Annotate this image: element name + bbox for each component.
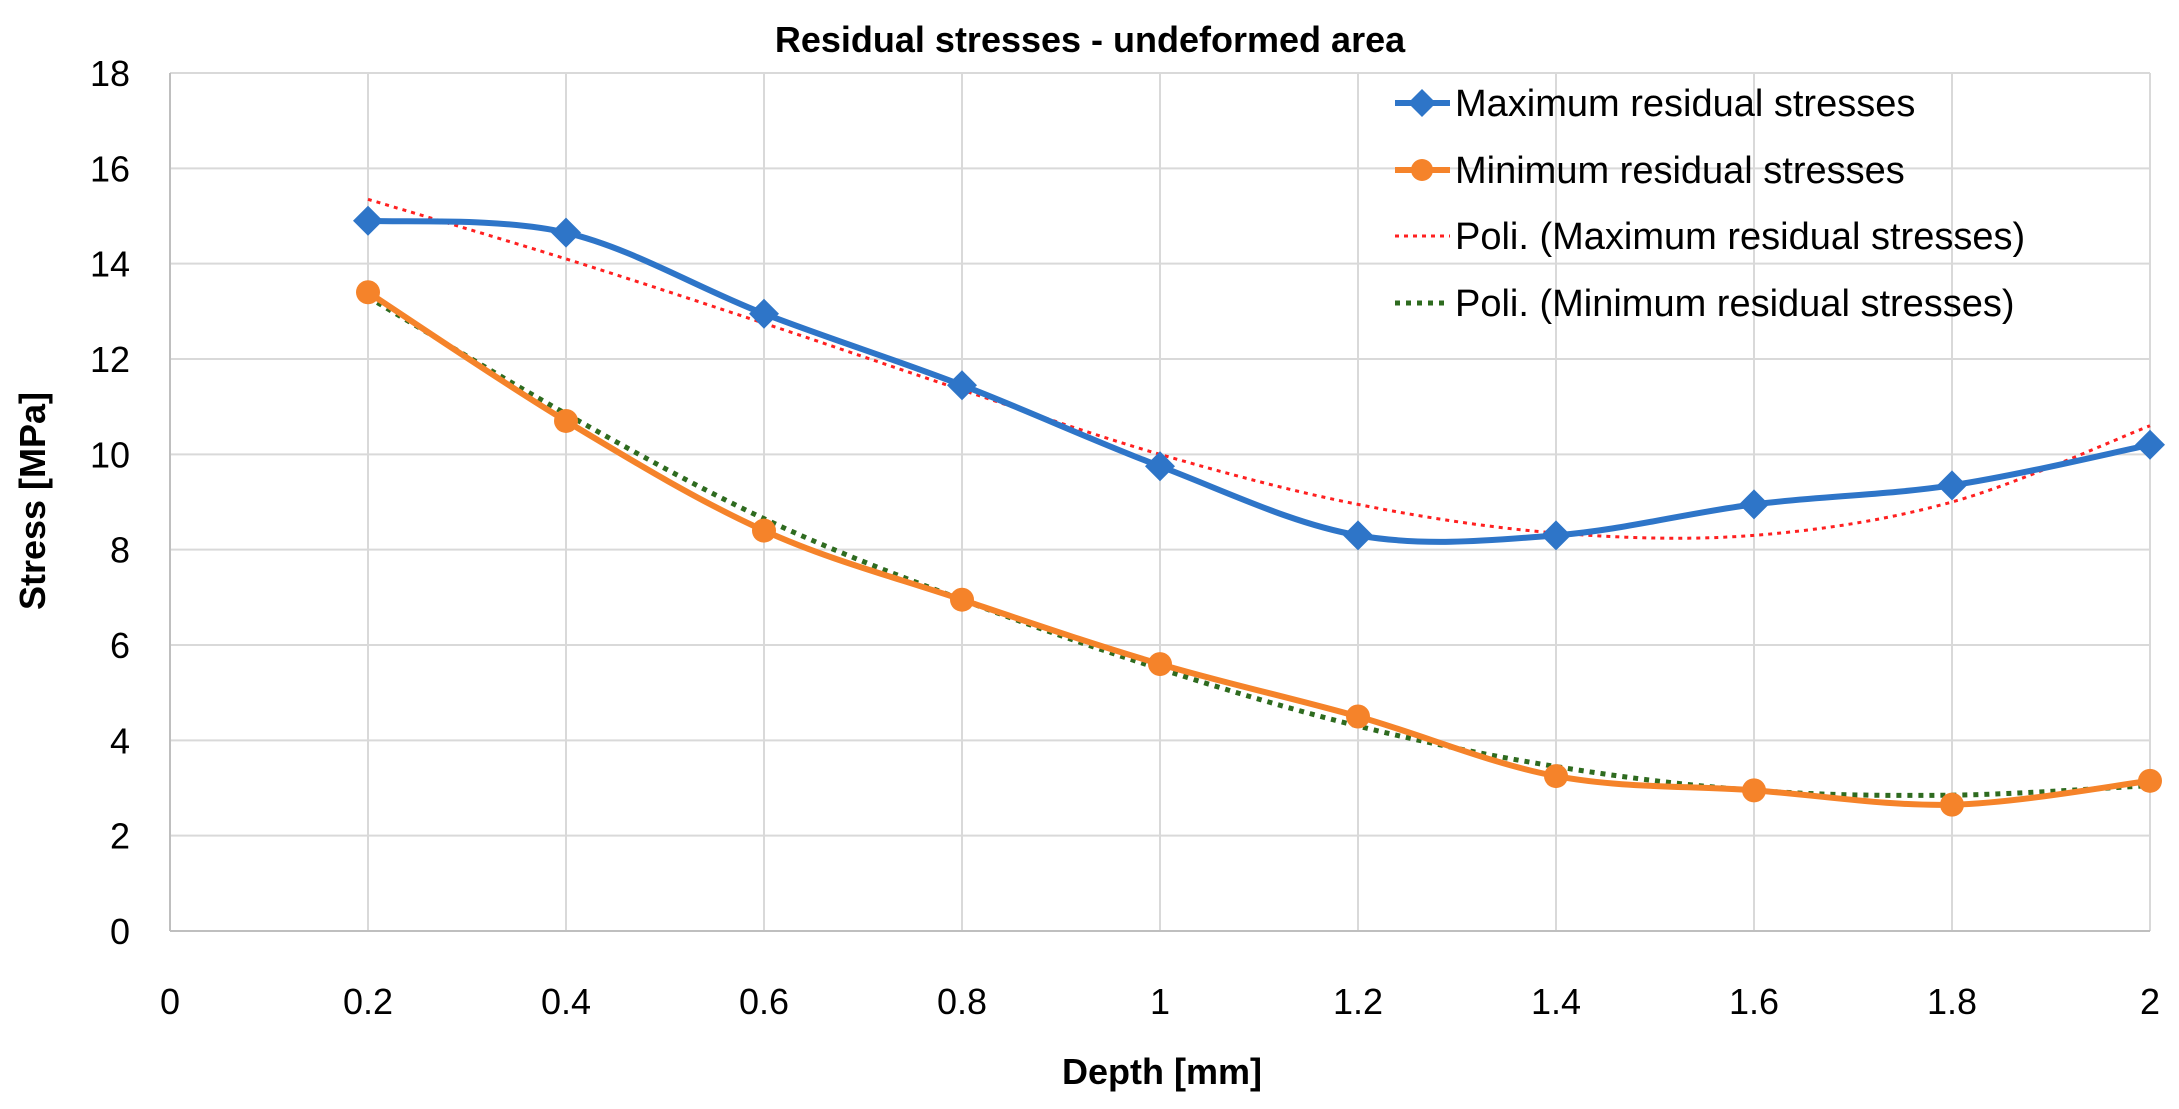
- x-tick-label: 1.8: [1927, 981, 1977, 1022]
- series-maximum: [353, 205, 2165, 551]
- y-tick-label: 12: [90, 339, 130, 380]
- legend-swatch-diamond: [1408, 89, 1436, 117]
- data-point-diamond: [1145, 451, 1175, 482]
- data-point-diamond: [749, 298, 779, 329]
- data-point-circle: [1940, 792, 1964, 817]
- trendline-minimum: [366, 294, 2151, 798]
- x-tick-label: 1.4: [1531, 981, 1581, 1022]
- y-tick-label: 8: [110, 530, 130, 571]
- y-tick-label: 10: [90, 434, 130, 475]
- series-line: [365, 217, 2153, 545]
- x-tick-label: 0.6: [739, 981, 789, 1022]
- tick-labels: 0 2 4 6 8 10 12 14 16 18 0 0.2 0.4 0.6 0.8 1 1.2 1.4 1.6 1.…: [90, 53, 2160, 1022]
- x-tick-label: 0.4: [541, 981, 591, 1022]
- axes: [169, 73, 2150, 932]
- data-point-diamond: [1937, 470, 1967, 501]
- legend-item-poli-minimum: Poli. (Minimum residual stresses): [1395, 283, 2015, 325]
- series-line: [365, 289, 2153, 808]
- x-tick-label: 1.2: [1333, 981, 1383, 1022]
- data-point-circle: [752, 518, 776, 543]
- legend-item-maximum: Maximum residual stresses: [1395, 83, 1915, 125]
- series-minimum: [356, 280, 2162, 817]
- x-tick-label: 0.8: [937, 981, 987, 1022]
- y-tick-label: 2: [110, 816, 130, 857]
- legend-item-poli-maximum: Poli. (Maximum residual stresses): [1395, 216, 2025, 258]
- data-point-circle: [1148, 652, 1172, 677]
- x-tick-label: 1.6: [1729, 981, 1779, 1022]
- data-point-diamond: [1343, 520, 1373, 551]
- data-point-circle: [1346, 704, 1370, 729]
- legend-label: Minimum residual stresses: [1455, 150, 1905, 192]
- chart-title: Residual stresses - undeformed area: [775, 19, 1406, 60]
- y-tick-label: 4: [110, 720, 130, 761]
- data-point-diamond: [1541, 520, 1571, 551]
- data-point-diamond: [551, 217, 581, 248]
- legend-label: Maximum residual stresses: [1455, 83, 1915, 125]
- x-tick-label: 0.2: [343, 981, 393, 1022]
- trendlines: [366, 197, 2151, 798]
- legend-item-minimum: Minimum residual stresses: [1395, 150, 1905, 192]
- data-point-circle: [2138, 768, 2162, 793]
- data-point-circle: [1742, 778, 1766, 803]
- y-tick-label: 14: [90, 244, 130, 285]
- x-tick-label: 1: [1150, 981, 1170, 1022]
- legend: Maximum residual stresses Minimum residua…: [1395, 83, 2025, 325]
- series: [353, 205, 2165, 817]
- x-tick-label: 0: [160, 981, 180, 1022]
- legend-label: Poli. (Minimum residual stresses): [1455, 283, 2015, 325]
- data-point-diamond: [2135, 429, 2165, 460]
- data-point-circle: [1544, 764, 1568, 789]
- x-axis-label: Depth [mm]: [1062, 1051, 1262, 1092]
- y-tick-label: 0: [110, 911, 130, 952]
- y-tick-label: 6: [110, 625, 130, 666]
- legend-swatch-circle: [1411, 159, 1433, 181]
- data-point-circle: [356, 280, 380, 305]
- y-tick-label: 18: [90, 53, 130, 94]
- data-point-circle: [950, 587, 974, 612]
- data-point-diamond: [1739, 489, 1769, 520]
- legend-label: Poli. (Maximum residual stresses): [1455, 216, 2025, 258]
- data-point-diamond: [947, 370, 977, 401]
- data-point-diamond: [353, 205, 383, 236]
- x-tick-label: 2: [2140, 981, 2160, 1022]
- y-axis-label: Stress [MPa]: [12, 392, 53, 610]
- y-tick-label: 16: [90, 148, 130, 189]
- data-point-circle: [554, 408, 578, 433]
